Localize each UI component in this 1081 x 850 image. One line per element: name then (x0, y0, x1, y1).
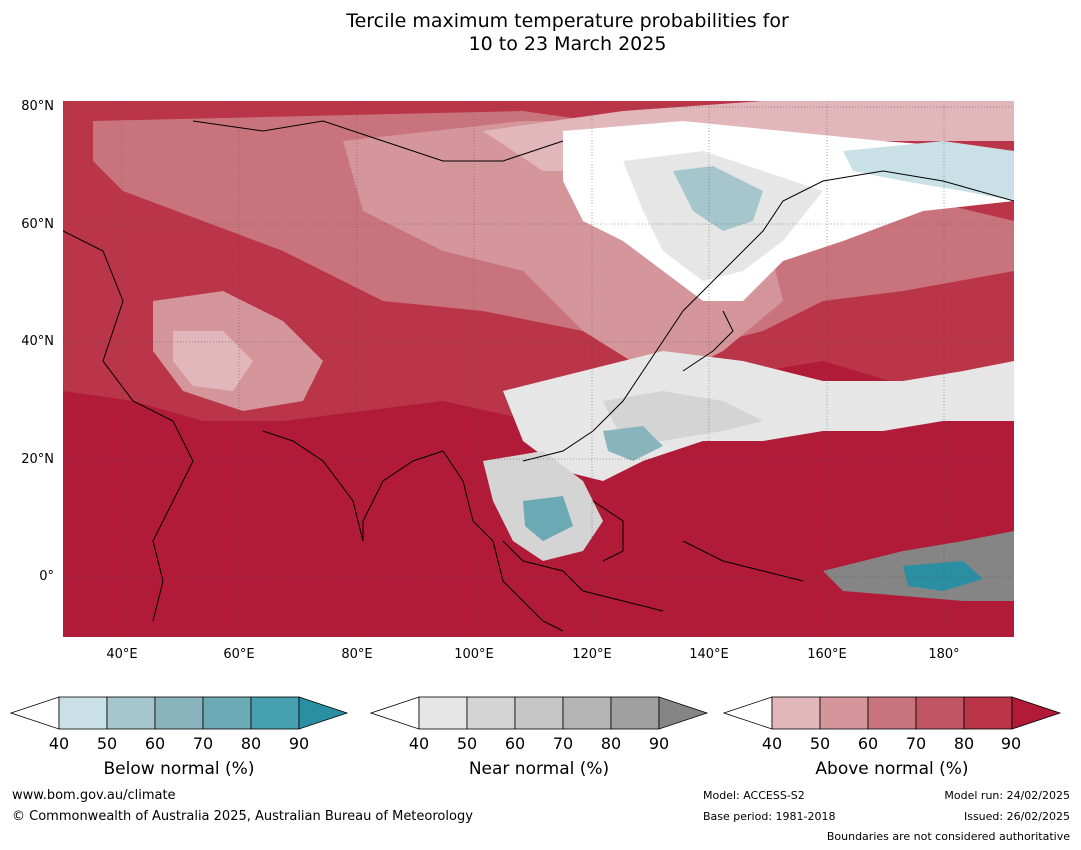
below-tick-60: 60 (144, 734, 166, 753)
above-tick-90: 90 (1000, 734, 1022, 753)
lon-label-160e: 160°E (807, 647, 847, 662)
near-tick-50: 50 (456, 734, 478, 753)
gridlines (63, 101, 1014, 637)
lon-label-120e: 120°E (572, 647, 612, 662)
probability-map (63, 101, 1014, 637)
region-below-70-indochina (523, 496, 573, 541)
lon-label-80e: 80°E (341, 647, 373, 662)
lat-label-60n: 60°N (21, 217, 54, 232)
colorbar-above-normal (723, 696, 1062, 730)
near-tick-60: 60 (504, 734, 526, 753)
near-tick-40: 40 (408, 734, 430, 753)
base-period-text: Base period: 1981-2018 (703, 810, 836, 823)
above-tick-50: 50 (809, 734, 831, 753)
region-below-60-east-asia (603, 426, 663, 461)
coastlines (63, 120, 1014, 632)
chart-title: Tercile maximum temperature probabilitie… (0, 10, 1081, 56)
title-line-1: Tercile maximum temperature probabilitie… (346, 10, 789, 32)
lon-label-140e: 140°E (689, 647, 729, 662)
below-tick-90: 90 (288, 734, 310, 753)
below-normal-title: Below normal (%) (103, 759, 255, 779)
lat-label-80n: 80°N (21, 99, 54, 114)
lat-label-40n: 40°N (21, 334, 54, 349)
below-tick-70: 70 (192, 734, 214, 753)
colorbar-near-normal (370, 696, 709, 730)
lon-label-100e: 100°E (454, 647, 494, 662)
near-tick-70: 70 (552, 734, 574, 753)
above-tick-60: 60 (857, 734, 879, 753)
region-above-40-iran (173, 331, 253, 391)
lon-label-40e: 40°E (106, 647, 138, 662)
region-below-90-pacific (903, 561, 983, 591)
lat-label-0: 0° (39, 569, 54, 584)
above-tick-80: 80 (953, 734, 975, 753)
region-below-50-siberia (673, 166, 763, 231)
below-tick-80: 80 (240, 734, 262, 753)
region-below-40-arctic (843, 141, 1014, 201)
model-run-text: Model run: 24/02/2025 (944, 789, 1070, 802)
above-normal-title: Above normal (%) (815, 759, 969, 779)
disclaimer-text: Boundaries are not considered authoritat… (826, 830, 1070, 843)
lat-label-20n: 20°N (21, 452, 54, 467)
above-tick-70: 70 (905, 734, 927, 753)
model-text: Model: ACCESS-S2 (703, 789, 805, 802)
title-line-2: 10 to 23 March 2025 (468, 33, 667, 55)
below-tick-50: 50 (96, 734, 118, 753)
near-tick-90: 90 (648, 734, 670, 753)
colorbar-below-normal (10, 696, 349, 730)
near-tick-80: 80 (600, 734, 622, 753)
copyright-text: © Commonwealth of Australia 2025, Austra… (12, 809, 473, 824)
issued-text: Issued: 26/02/2025 (963, 810, 1070, 823)
lon-label-180: 180° (928, 647, 960, 662)
above-tick-40: 40 (761, 734, 783, 753)
lon-label-60e: 60°E (223, 647, 255, 662)
near-normal-title: Near normal (%) (468, 759, 610, 779)
website-link[interactable]: www.bom.gov.au/climate (12, 788, 176, 803)
below-tick-40: 40 (48, 734, 70, 753)
